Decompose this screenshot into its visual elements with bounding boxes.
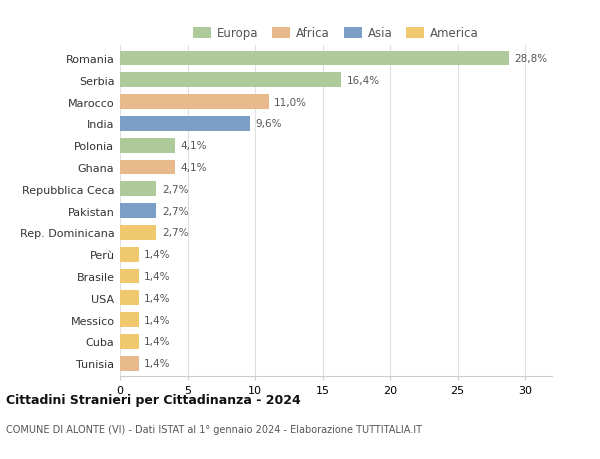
- Bar: [120, 313, 139, 327]
- Bar: [120, 182, 157, 197]
- Text: 2,7%: 2,7%: [162, 228, 188, 238]
- Bar: [120, 225, 157, 240]
- Bar: [120, 356, 139, 371]
- Bar: [120, 247, 139, 262]
- Text: COMUNE DI ALONTE (VI) - Dati ISTAT al 1° gennaio 2024 - Elaborazione TUTTITALIA.: COMUNE DI ALONTE (VI) - Dati ISTAT al 1°…: [6, 424, 422, 434]
- Bar: [120, 95, 269, 110]
- Text: 1,4%: 1,4%: [145, 358, 171, 368]
- Bar: [120, 139, 175, 153]
- Text: 16,4%: 16,4%: [347, 76, 380, 86]
- Text: 1,4%: 1,4%: [145, 271, 171, 281]
- Text: 4,1%: 4,1%: [181, 141, 207, 151]
- Text: 1,4%: 1,4%: [145, 315, 171, 325]
- Text: 11,0%: 11,0%: [274, 97, 307, 107]
- Text: 1,4%: 1,4%: [145, 293, 171, 303]
- Bar: [120, 73, 341, 88]
- Legend: Europa, Africa, Asia, America: Europa, Africa, Asia, America: [190, 24, 482, 44]
- Bar: [120, 269, 139, 284]
- Bar: [120, 160, 175, 175]
- Bar: [120, 334, 139, 349]
- Text: Cittadini Stranieri per Cittadinanza - 2024: Cittadini Stranieri per Cittadinanza - 2…: [6, 393, 301, 406]
- Bar: [120, 51, 509, 67]
- Bar: [120, 204, 157, 218]
- Text: 9,6%: 9,6%: [255, 119, 281, 129]
- Text: 1,4%: 1,4%: [145, 250, 171, 260]
- Text: 1,4%: 1,4%: [145, 336, 171, 347]
- Bar: [120, 117, 250, 132]
- Text: 2,7%: 2,7%: [162, 185, 188, 195]
- Text: 2,7%: 2,7%: [162, 206, 188, 216]
- Bar: [120, 291, 139, 306]
- Text: 4,1%: 4,1%: [181, 162, 207, 173]
- Text: 28,8%: 28,8%: [514, 54, 547, 64]
